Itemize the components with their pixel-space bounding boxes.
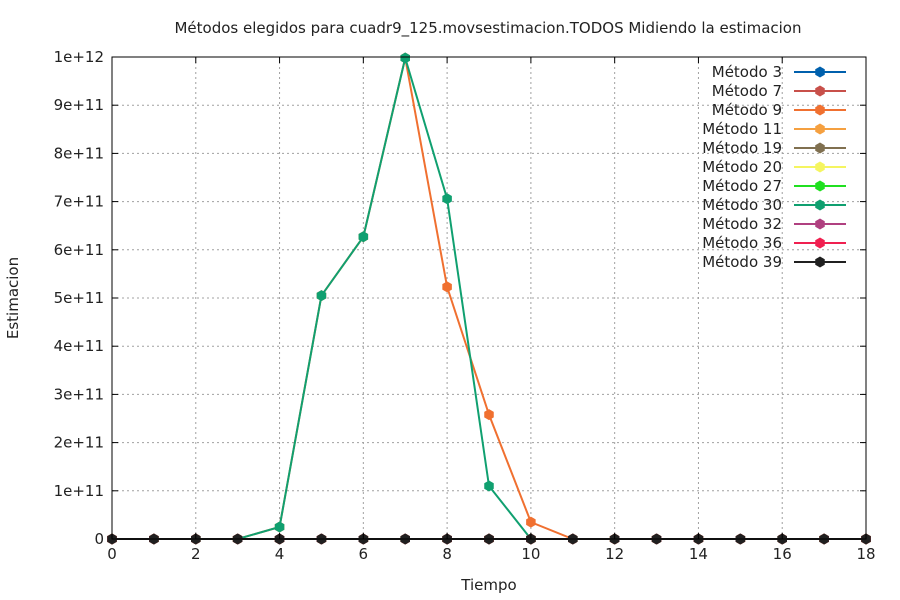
y-tick-label: 2e+11 — [54, 434, 104, 452]
y-tick-label: 9e+11 — [54, 96, 104, 114]
data-point-m-todo-9 — [526, 516, 536, 528]
legend-label: Método 30 — [702, 196, 782, 214]
legend-label: Método 9 — [712, 101, 782, 119]
legend-swatch-marker — [815, 199, 825, 211]
x-tick-label: 10 — [521, 545, 540, 563]
legend-label: Método 11 — [702, 120, 782, 138]
legend-swatch-marker — [815, 237, 825, 249]
x-tick-label: 16 — [773, 545, 792, 563]
y-tick-label: 8e+11 — [54, 144, 104, 162]
data-point-m-todo-30 — [400, 52, 410, 64]
legend-swatch-marker — [815, 104, 825, 116]
axis-ticks: 0 2 4 6 8 10 12 14 16 18 0 1e+11 2e+11 3e+11 4e+11 5e+1… — [54, 48, 876, 563]
data-point-m-todo-9 — [442, 281, 452, 293]
legend-label: Método 3 — [712, 63, 782, 81]
y-axis-label: Estimacion — [4, 257, 22, 339]
legend-entry-m-todo-27: Método 27 — [702, 177, 846, 195]
data-point-m-todo-30 — [442, 193, 452, 205]
legend-entry-m-todo-3: Método 3 — [712, 63, 846, 81]
legend-swatch-marker — [815, 180, 825, 192]
legend-swatch-marker — [815, 218, 825, 230]
y-tick-label: 0 — [94, 530, 104, 548]
x-axis-label: Tiempo — [460, 576, 516, 594]
x-tick-label: 4 — [275, 545, 285, 563]
data-point-m-todo-30 — [358, 231, 369, 243]
grid — [112, 57, 866, 539]
legend-entry-m-todo-11: Método 11 — [702, 120, 846, 138]
legend-entry-m-todo-19: Método 19 — [702, 139, 846, 157]
legend-entry-m-todo-36: Método 36 — [702, 234, 846, 252]
y-tick-label: 6e+11 — [54, 241, 104, 259]
legend-entry-m-todo-32: Método 32 — [702, 215, 846, 233]
legend-label: Método 39 — [702, 253, 782, 271]
legend-label: Método 27 — [702, 177, 782, 195]
legend-label: Método 19 — [702, 139, 782, 157]
legend-swatch-marker — [815, 123, 825, 135]
x-tick-label: 8 — [442, 545, 452, 563]
x-tick-label: 18 — [856, 545, 875, 563]
legend-swatch-marker — [815, 161, 825, 173]
x-tick-label: 12 — [605, 545, 624, 563]
y-tick-label: 4e+11 — [54, 337, 104, 355]
x-tick-label: 0 — [107, 545, 117, 563]
x-tick-label: 2 — [191, 545, 201, 563]
chart-title: Métodos elegidos para cuadr9_125.movsest… — [174, 19, 801, 38]
legend-entry-m-todo-9: Método 9 — [712, 101, 846, 119]
legend-label: Método 7 — [712, 82, 782, 100]
y-tick-label: 1e+12 — [54, 48, 104, 66]
y-tick-label: 7e+11 — [54, 193, 104, 211]
x-tick-label: 14 — [689, 545, 708, 563]
legend-entry-m-todo-30: Método 30 — [702, 196, 846, 214]
legend-swatch-marker — [815, 66, 825, 78]
data-point-m-todo-30 — [484, 480, 494, 492]
legend-swatch-marker — [815, 85, 825, 97]
legend-label: Método 20 — [702, 158, 782, 176]
y-tick-label: 1e+11 — [54, 482, 104, 500]
legend-swatch-marker — [815, 256, 825, 268]
x-tick-label: 6 — [359, 545, 369, 563]
legend-entry-m-todo-20: Método 20 — [702, 158, 846, 176]
y-tick-label: 3e+11 — [54, 385, 104, 403]
data-point-m-todo-9 — [484, 409, 494, 421]
legend-entry-m-todo-7: Método 7 — [712, 82, 846, 100]
y-tick-label: 5e+11 — [54, 289, 104, 307]
legend-label: Método 36 — [702, 234, 782, 252]
legend-swatch-marker — [815, 142, 825, 154]
data-point-m-todo-30 — [274, 521, 285, 533]
legend-entry-m-todo-39: Método 39 — [702, 253, 846, 271]
legend-label: Método 32 — [702, 215, 782, 233]
data-point-m-todo-30 — [316, 290, 327, 302]
